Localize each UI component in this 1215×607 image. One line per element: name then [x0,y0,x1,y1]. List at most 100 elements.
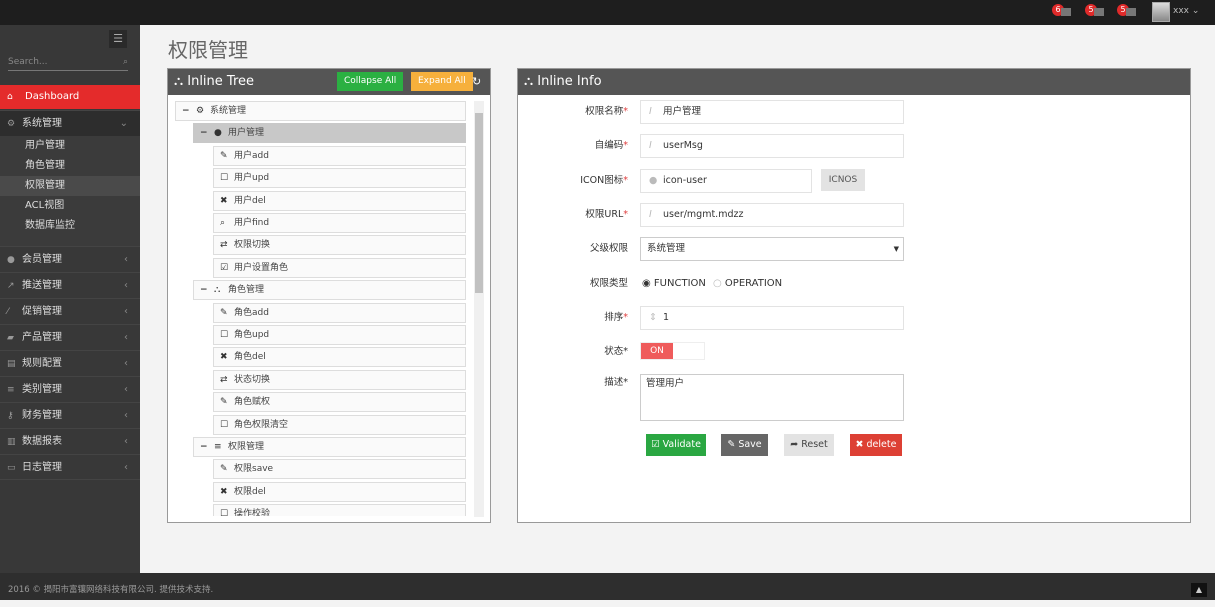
sidebar-item-rules[interactable]: ▤ 规则配置 ‹ [0,350,140,376]
desc-textarea[interactable]: 管理用户 [640,374,904,421]
tree-node[interactable]: ✖ 用户del [213,190,466,211]
submenu-item-db-monitor[interactable]: 数据库监控 [25,220,75,231]
cogs-icon: ⚙ [196,106,205,116]
notification-inbox[interactable]: 5 [1085,4,1107,18]
sidebar-toggle-icon[interactable]: ☰ [109,30,127,48]
parent-select[interactable]: 系统管理 ▼ [640,237,904,261]
table-icon: ▤ [7,359,16,369]
submenu-item-permissions[interactable]: 权限管理 [0,176,140,196]
tree-node[interactable]: ⇄ 状态切换 [213,369,466,390]
collapse-toggle-icon[interactable]: − [200,128,208,139]
share-icon: ➦ [790,439,799,450]
sidebar: ☰ Search... ⌕ ⌂ Dashboard ⚙ 系统管理 ⌄ 用户管理 角色管理… [0,25,140,573]
label-text: 权限URL [585,209,624,220]
tree-node[interactable]: ☑ 用户设置角色 [213,257,466,278]
tree-node[interactable]: ✖ 权限del [213,481,466,502]
sidebar-item-system[interactable]: ⚙ 系统管理 ⌄ [0,110,140,136]
type-radio-function[interactable]: ◉ FUNCTION [642,272,706,296]
search-icon[interactable]: ⌕ [122,57,128,67]
tree-node[interactable]: − ≡ 权限管理 [193,437,466,457]
sitemap-icon: ⛬ [524,74,534,89]
sidebar-item-categories[interactable]: ≡ 类别管理 ‹ [0,376,140,402]
submenu-item-acl[interactable]: ACL视图 [25,200,65,211]
sidebar-item-dashboard[interactable]: ⌂ Dashboard [0,85,140,109]
label-text: 描述 [604,377,624,388]
reset-button[interactable]: ➦ Reset [784,434,834,456]
sidebar-item-logs[interactable]: ▭ 日志管理 ‹ [0,454,140,480]
retweet-icon: ⇄ [220,240,228,251]
validate-button[interactable]: ☑ Validate [646,434,706,456]
field-label: 父级权限 [589,243,628,254]
footer-text: 2016 © 揭阳市富镶网络科技有限公司. 提供技术支持. [8,585,214,595]
refresh-icon[interactable]: ↻ [472,75,482,88]
expand-all-button[interactable]: Expand All [411,72,473,91]
tree-node[interactable]: − ⚙ 系统管理 [175,101,466,121]
key-icon: ⚷ [7,411,14,421]
user-menu[interactable]: xxx ⌄ [1173,6,1199,16]
tree-node[interactable]: ☐ 角色upd [213,325,466,345]
field-label: 权限类型 [589,278,628,289]
sidebar-item-finance[interactable]: ⚷ 财务管理 ‹ [0,402,140,428]
save-button[interactable]: ✎ Save [721,434,768,456]
order-stepper[interactable]: ⇕ 1 [640,306,904,330]
remove-icon: ✖ [855,439,864,450]
notification-bell[interactable]: 6 [1052,4,1074,18]
bell-icon [1061,8,1071,16]
book-icon: ▰ [7,333,14,343]
sidebar-item-members[interactable]: ● 会员管理 ‹ [0,246,140,272]
search-input[interactable]: Search... ⌕ [8,55,128,71]
collapse-toggle-icon[interactable]: − [200,285,208,296]
tree-node[interactable]: ⌕ 用户find [213,213,466,233]
collapse-toggle-icon[interactable]: − [200,442,208,452]
notification-tasks[interactable]: 5 [1117,4,1139,18]
sidebar-item-label: 类别管理 [22,384,62,395]
scrollbar-thumb[interactable] [475,113,483,293]
icons-button[interactable]: ICNOS [821,169,865,191]
status-toggle[interactable]: ON [640,342,705,360]
collapse-toggle-icon[interactable]: − [182,106,190,116]
delete-button[interactable]: ✖ delete [850,434,902,456]
tree-node[interactable]: ✎ 权限save [213,459,466,480]
tree-node-label: 角色del [234,352,266,363]
tree-node[interactable]: ⇄ 权限切换 [213,235,466,256]
chart-icon: ▥ [7,437,16,447]
tree-node[interactable]: − ● 用户管理 [193,123,466,144]
type-radio-operation[interactable]: ○ OPERATION [713,272,782,296]
tree-node-label: 操作校验 [234,509,271,516]
tree-node[interactable]: ☐ 角色权限清空 [213,414,466,435]
tree-node[interactable]: ✎ 角色add [213,302,466,323]
sidebar-item-promo[interactable]: ⁄ 促销管理 ‹ [0,298,140,324]
tree-node-label: 权限管理 [228,442,265,452]
sidebar-item-push[interactable]: ↗ 推送管理 ‹ [0,272,140,298]
sidebar-item-reports[interactable]: ▥ 数据报表 ‹ [0,428,140,454]
tree-node[interactable]: − ⛬ 角色管理 [193,280,466,301]
tree-node[interactable]: ☐ 操作校验 [213,504,466,516]
sidebar-item-products[interactable]: ▰ 产品管理 ‹ [0,324,140,350]
retweet-icon: ⇄ [220,374,228,385]
tree-node[interactable]: ✎ 角色赋权 [213,392,466,413]
edit-icon: ☐ [220,173,229,184]
username: xxx [1173,6,1189,16]
share-icon: ↗ [7,281,15,291]
pencil-icon: ✎ [727,439,736,450]
required-mark: * [623,106,628,117]
submenu-item-roles[interactable]: 角色管理 [25,160,65,171]
icon-input[interactable]: ● icon-user [640,169,812,193]
field-parent: 父级权限 系统管理 ▼ [518,237,1190,261]
tree-node[interactable]: ✖ 角色del [213,347,466,368]
scrollbar[interactable] [474,101,484,517]
field-label: 权限名称* [585,100,628,124]
collapse-all-button[interactable]: Collapse All [337,72,404,91]
submenu-item-users[interactable]: 用户管理 [25,140,65,151]
tree-node[interactable]: ✎ 用户add [213,145,466,166]
input-value: user/mgmt.mdzz [663,209,744,220]
field-label: ICON图标* [580,169,628,193]
chevron-left-icon: ‹ [124,280,128,291]
tree-node[interactable]: ☐ 用户upd [213,168,466,189]
scroll-top-icon[interactable]: ▲ [1191,583,1207,597]
avatar[interactable] [1152,2,1170,22]
name-input[interactable]: I 用户管理 [640,100,904,124]
search-placeholder: Search... [8,57,48,67]
